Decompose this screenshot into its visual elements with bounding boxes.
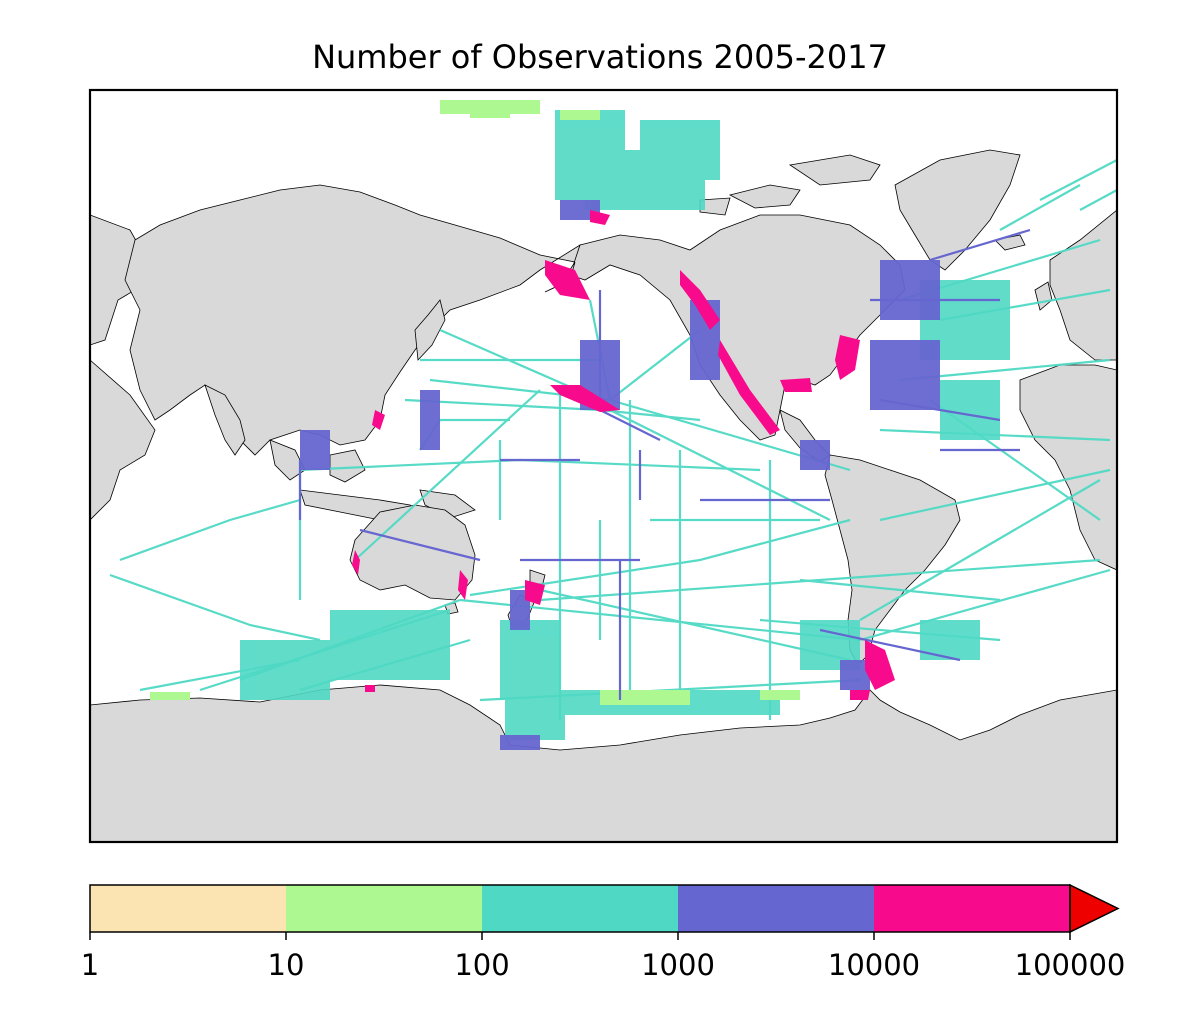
landmass-japan — [414, 299, 446, 361]
colorbar-tick-label: 1000 — [641, 948, 715, 982]
landmass-arctic-islands-1 — [728, 184, 801, 209]
land-masses — [90, 149, 1117, 842]
landmass-antarctica — [90, 684, 1117, 842]
landmass-new-guinea — [419, 489, 476, 519]
track-hotspots-high — [352, 210, 895, 700]
colorbar-tick-label: 100 — [454, 948, 510, 982]
landmass-arctic-islands-2 — [788, 154, 881, 186]
landmass-southeast-asia — [269, 439, 306, 481]
landmass-india — [204, 384, 246, 456]
landmass-africa-east — [90, 359, 156, 521]
map-title: Number of Observations 2005-2017 — [312, 38, 888, 76]
colorbar-extend-arrow — [1069, 883, 1120, 934]
map-frame — [88, 88, 1119, 844]
colorbar — [89, 883, 1120, 940]
colorbar-bin — [90, 885, 286, 932]
colorbar-bin — [678, 885, 874, 932]
colorbar-tick-label: 10000 — [827, 948, 921, 982]
landmass-eurasia — [124, 184, 581, 456]
landmass-greenland — [894, 149, 1021, 271]
track-patches-very-low — [150, 100, 800, 705]
colorbar-bin — [482, 885, 678, 932]
colorbar-tick-label: 100000 — [1014, 948, 1126, 982]
landmass-north-america — [569, 214, 906, 441]
landmass-europe — [1049, 209, 1117, 361]
colorbar-tick-label: 10 — [267, 948, 305, 982]
colorbar-outline — [89, 884, 1071, 933]
landmass-africa-northwest — [1019, 364, 1117, 571]
track-patches-low — [240, 110, 1010, 740]
colorbar-bin — [286, 885, 482, 932]
colorbar-bin — [874, 885, 1070, 932]
landmass-borneo — [329, 449, 366, 483]
colorbar-tick-label: 1 — [80, 948, 100, 982]
